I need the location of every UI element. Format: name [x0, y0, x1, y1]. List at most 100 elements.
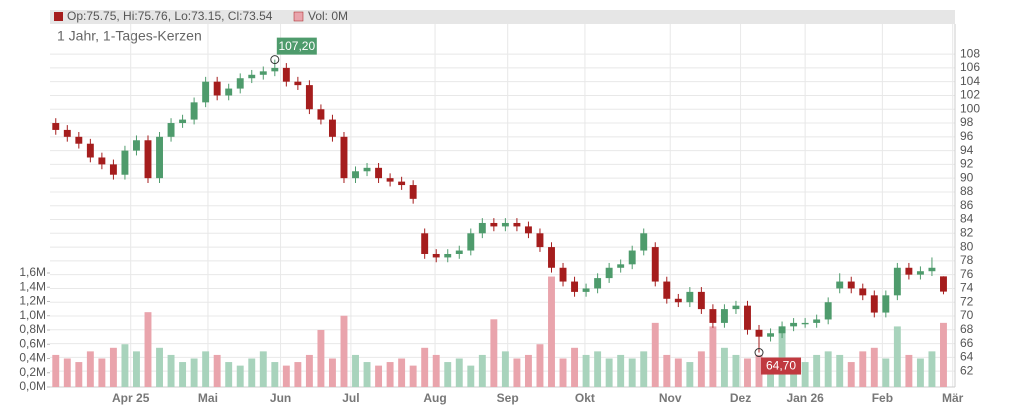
x-tick-label: Jul — [342, 391, 359, 405]
y-tick-label: 72 — [960, 294, 974, 308]
legend-swatch — [293, 11, 304, 22]
candle-body — [801, 322, 809, 325]
candle-body — [444, 253, 452, 258]
candle-body — [478, 222, 486, 234]
volume-bar — [294, 362, 302, 387]
volume-bar — [720, 347, 728, 387]
candle-body — [617, 264, 625, 268]
candle-body — [213, 81, 221, 96]
volume-bar — [905, 354, 913, 387]
volume-bar — [352, 354, 359, 387]
candle-body — [328, 119, 336, 137]
candle-body — [628, 250, 636, 265]
x-tick-label: Nov — [659, 391, 682, 405]
volume-bar — [524, 354, 532, 387]
y-tick-label: 88 — [960, 184, 974, 198]
candle-body — [836, 281, 844, 289]
y-tick-label: 92 — [960, 157, 974, 171]
candle-body — [582, 288, 590, 292]
volume-bar — [847, 362, 855, 387]
annotation-marker — [754, 348, 764, 358]
annotation-box — [761, 357, 802, 375]
volume-bar — [501, 351, 509, 387]
volume-bar — [893, 326, 901, 387]
volume-bar — [121, 344, 129, 387]
candle-body — [75, 136, 83, 144]
volume-bar — [836, 354, 844, 387]
candle-body — [144, 140, 152, 179]
annotation-label: 107,20 — [278, 39, 315, 53]
volume-bar — [536, 344, 544, 387]
volume-bar — [236, 365, 244, 387]
y-tick-label: 78 — [960, 253, 974, 267]
candle-body — [63, 129, 71, 137]
volume-tick-label: 0,2M — [19, 365, 46, 379]
candle-body — [501, 222, 509, 227]
volume-bar — [340, 315, 348, 387]
candle-body — [847, 281, 855, 289]
volume-tick-label: 0,0M — [19, 379, 46, 393]
candle-body — [52, 123, 60, 130]
candle-body — [432, 253, 440, 258]
y-tick-label: 102 — [960, 88, 980, 102]
volume-bar — [824, 351, 832, 387]
candle-body — [455, 250, 463, 254]
annotation-marker — [270, 55, 280, 65]
candle-body — [674, 298, 682, 303]
candle-body — [282, 67, 290, 82]
volume-bar — [859, 351, 867, 387]
volume-bar — [674, 358, 682, 387]
volume-bar — [167, 354, 175, 387]
volume-bar — [179, 362, 187, 387]
candle-body — [352, 171, 359, 179]
candle-body — [859, 288, 867, 296]
candle-body — [732, 305, 740, 310]
y-tick-label: 100 — [960, 101, 980, 115]
volume-bar — [225, 362, 233, 387]
candle-body — [490, 222, 498, 227]
candle-body — [640, 233, 648, 251]
volume-bar — [282, 365, 290, 387]
volume-bar — [490, 319, 498, 387]
annotation-box — [276, 37, 317, 55]
volume-bar — [109, 347, 117, 387]
candle-body — [225, 88, 233, 96]
candle-body — [870, 295, 878, 313]
candle-body — [905, 267, 913, 275]
volume-bar — [640, 351, 648, 387]
y-tick-label: 82 — [960, 225, 974, 239]
candle-body — [98, 157, 106, 165]
candle-body — [340, 136, 348, 179]
candle-body — [109, 164, 117, 175]
y-tick-label: 108 — [960, 46, 980, 60]
candle-body — [882, 295, 890, 313]
volume-tick-label: 1,4M — [19, 279, 46, 293]
volume-bar — [548, 276, 555, 387]
volume-bar — [571, 347, 579, 387]
candle-body — [767, 333, 774, 337]
y-tick-label: 64 — [960, 350, 974, 364]
candle-body — [421, 233, 429, 254]
candle-body — [386, 178, 394, 182]
x-tick-label: Mai — [198, 391, 218, 405]
x-tick-label: Dez — [730, 391, 751, 405]
volume-bar — [248, 358, 256, 387]
volume-bar — [478, 354, 486, 387]
y-tick-label: 62 — [960, 363, 974, 377]
candle-body — [271, 67, 279, 72]
volume-bar — [190, 358, 198, 387]
candle-body — [559, 267, 567, 282]
volume-bar — [559, 358, 567, 387]
candle-body — [467, 233, 475, 251]
candle-body — [893, 267, 901, 296]
volume-tick-label: 0,4M — [19, 351, 46, 365]
volume-bar — [363, 362, 371, 387]
candle-body — [86, 143, 94, 158]
volume-tick-label: 0,8M — [19, 322, 46, 336]
volume-bar — [582, 354, 590, 387]
y-tick-label: 94 — [960, 143, 974, 157]
volume-tick-label: 1,0M — [19, 308, 46, 322]
volume-bar — [928, 351, 936, 387]
candle-body — [916, 271, 924, 275]
x-tick-label: Jan 26 — [786, 391, 824, 405]
